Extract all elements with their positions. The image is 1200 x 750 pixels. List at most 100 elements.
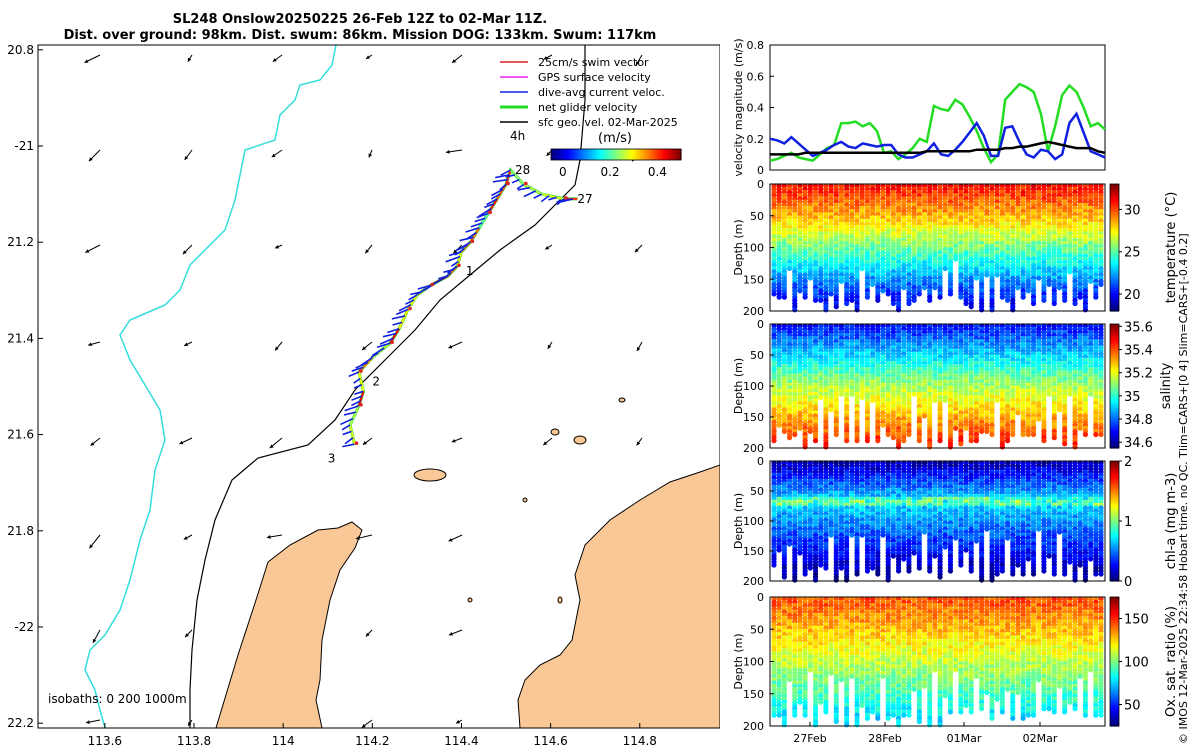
map-ytick-label: 21.4 — [7, 331, 34, 345]
salinity-profile — [979, 323, 985, 434]
map-ytick-label: 21.8 — [7, 524, 34, 538]
salinity-sample — [973, 438, 980, 444]
geo-velocity-arrowhead — [272, 58, 277, 62]
salinity-profile — [1051, 323, 1057, 441]
dive-current-arrow — [398, 304, 412, 312]
salinity-sample — [1062, 441, 1068, 447]
map-ytick-label: -22 — [14, 620, 34, 634]
dive-current-arrow — [517, 186, 530, 191]
map-frame — [37, 44, 720, 729]
colorbar-cell — [557, 149, 561, 160]
velocity-ytick-label: 0.4 — [747, 102, 765, 115]
dive-current-arrow — [484, 202, 495, 209]
salinity-sample — [1036, 416, 1042, 422]
temperature-sample — [812, 297, 819, 303]
temperature-profile — [1010, 183, 1016, 313]
salinity-profile — [1004, 323, 1011, 444]
temperature-profile — [812, 183, 819, 303]
temperature-sample — [1056, 285, 1063, 291]
temperature-profile — [1041, 183, 1047, 303]
velocity-series-1 — [769, 111, 1106, 161]
colorbar-cell — [663, 149, 667, 160]
colorbar-cell — [553, 149, 556, 160]
salinity-sample — [1067, 391, 1073, 397]
temperature-sample — [947, 291, 954, 297]
dive-current-arrow — [523, 190, 537, 198]
temperature-depth-label: 150 — [743, 273, 764, 286]
salinity-profile — [828, 323, 834, 413]
salinity-sample — [1030, 431, 1037, 438]
isobaths-label: isobaths: 0 200 1000m — [48, 692, 187, 706]
salinity-profile — [802, 323, 808, 450]
colorbar-cell — [566, 149, 569, 160]
dive-current-arrow — [340, 417, 354, 426]
dive-current-arrow — [457, 241, 471, 251]
glider-track-speed-segment — [478, 212, 490, 229]
map-ytick-label: 22.2 — [7, 716, 34, 730]
waypoint-label: 3 — [328, 452, 336, 466]
temperature-sample — [942, 265, 948, 272]
temperature-profile — [994, 183, 1000, 278]
salinity-sample — [1041, 438, 1047, 444]
salinity-sample — [963, 425, 969, 431]
salinity-sample — [999, 444, 1005, 450]
salinity-profile — [963, 323, 969, 431]
glider-track-speed-segment — [541, 193, 565, 200]
geo-velocity-arrowhead — [366, 55, 371, 59]
temperature-sample — [973, 275, 980, 281]
colorbar-cell — [622, 149, 626, 160]
island-4 — [522, 497, 528, 503]
dive-current-arrow — [408, 294, 418, 301]
swim-vector-marker — [564, 196, 568, 200]
geo-velocity-arrowhead — [185, 633, 189, 638]
colorbar-frame — [550, 148, 682, 161]
salinity-profile — [859, 323, 865, 400]
salinity-profile — [833, 323, 839, 438]
salinity-depth-label: 200 — [743, 442, 764, 455]
dive-current-arrow — [351, 395, 363, 401]
temperature-profile — [1062, 183, 1068, 303]
salinity-sample — [844, 438, 850, 444]
temperature-profile — [989, 183, 995, 313]
velocity-series-2 — [770, 140, 1106, 156]
temperature-profile — [828, 183, 834, 297]
dive-current-arrow — [395, 308, 409, 316]
colorbar-cell — [607, 149, 611, 160]
salinity-sample — [942, 397, 948, 403]
temperature-sample — [1062, 297, 1068, 303]
geo-velocity-arrowhead — [90, 441, 95, 446]
swim-vector-marker — [488, 210, 493, 215]
temperature-sample — [771, 291, 777, 297]
salinity-sample — [880, 422, 886, 428]
temperature-profile — [890, 183, 896, 307]
temperature-profile — [807, 183, 813, 281]
temperature-sample — [921, 285, 928, 291]
temperature-sample — [984, 272, 990, 278]
temperature-profile — [859, 183, 865, 272]
legend-label: net glider velocity — [538, 101, 638, 114]
salinity-profile — [1010, 323, 1016, 438]
land-peninsula — [215, 521, 363, 729]
isobath-200m — [189, 45, 586, 728]
colorbar-cell — [568, 149, 572, 160]
colorbar-cell — [631, 149, 634, 160]
geo-velocity-arrowhead — [88, 157, 93, 162]
salinity-sample — [1010, 431, 1016, 438]
temperature-sample — [1010, 307, 1016, 313]
temperature-sample — [1025, 288, 1031, 294]
salinity-profile — [937, 323, 943, 444]
colorbar-cell — [635, 149, 639, 160]
geo-velocity-arrowhead — [266, 535, 271, 539]
temperature-profile — [901, 183, 907, 291]
salinity-profile — [864, 323, 871, 444]
salinity-profile — [844, 323, 850, 444]
salinity-profile — [1030, 323, 1037, 438]
temperature-profile — [1072, 183, 1078, 307]
temperature-profile — [1036, 183, 1042, 281]
colorbar-cell — [609, 149, 613, 160]
colorbar-cell — [590, 149, 593, 160]
temperature-profile — [792, 183, 798, 313]
salinity-sample — [823, 444, 829, 450]
temperature-profile — [802, 183, 808, 300]
dive-current-arrow — [351, 366, 364, 372]
